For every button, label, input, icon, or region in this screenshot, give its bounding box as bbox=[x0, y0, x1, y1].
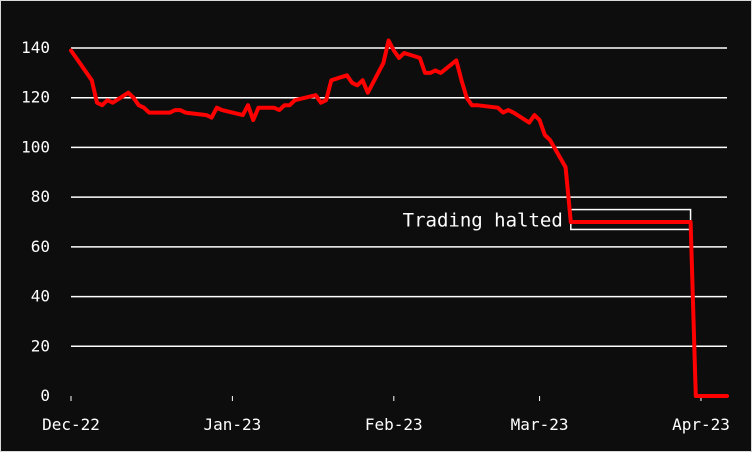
y-tick-label: 60 bbox=[31, 237, 50, 256]
y-tick-label: 0 bbox=[40, 386, 50, 405]
trading-halted-label: Trading halted bbox=[403, 210, 563, 232]
y-tick-label: 140 bbox=[21, 38, 50, 57]
trading-halted-box bbox=[570, 208, 692, 231]
y-axis-ticks: 0 20 40 60 80 100 120 140 bbox=[21, 38, 50, 405]
x-tick-label: Jan-23 bbox=[203, 415, 261, 434]
series-layer bbox=[69, 38, 729, 398]
x-axis-ticks: Dec-22 Jan-23 Feb-23 Mar-23 Apr-23 bbox=[42, 396, 730, 434]
y-tick-label: 80 bbox=[31, 187, 50, 206]
y-tick-label: 120 bbox=[21, 88, 50, 107]
series-line bbox=[69, 38, 729, 398]
x-tick-label: Apr-23 bbox=[672, 415, 730, 434]
grid-lines bbox=[71, 47, 727, 348]
x-tick-label: Dec-22 bbox=[42, 415, 100, 434]
y-tick-label: 20 bbox=[31, 336, 50, 355]
x-tick-label: Mar-23 bbox=[511, 415, 569, 434]
y-tick-label: 100 bbox=[21, 137, 50, 156]
x-tick-label: Feb-23 bbox=[365, 415, 423, 434]
y-tick-label: 40 bbox=[31, 287, 50, 306]
